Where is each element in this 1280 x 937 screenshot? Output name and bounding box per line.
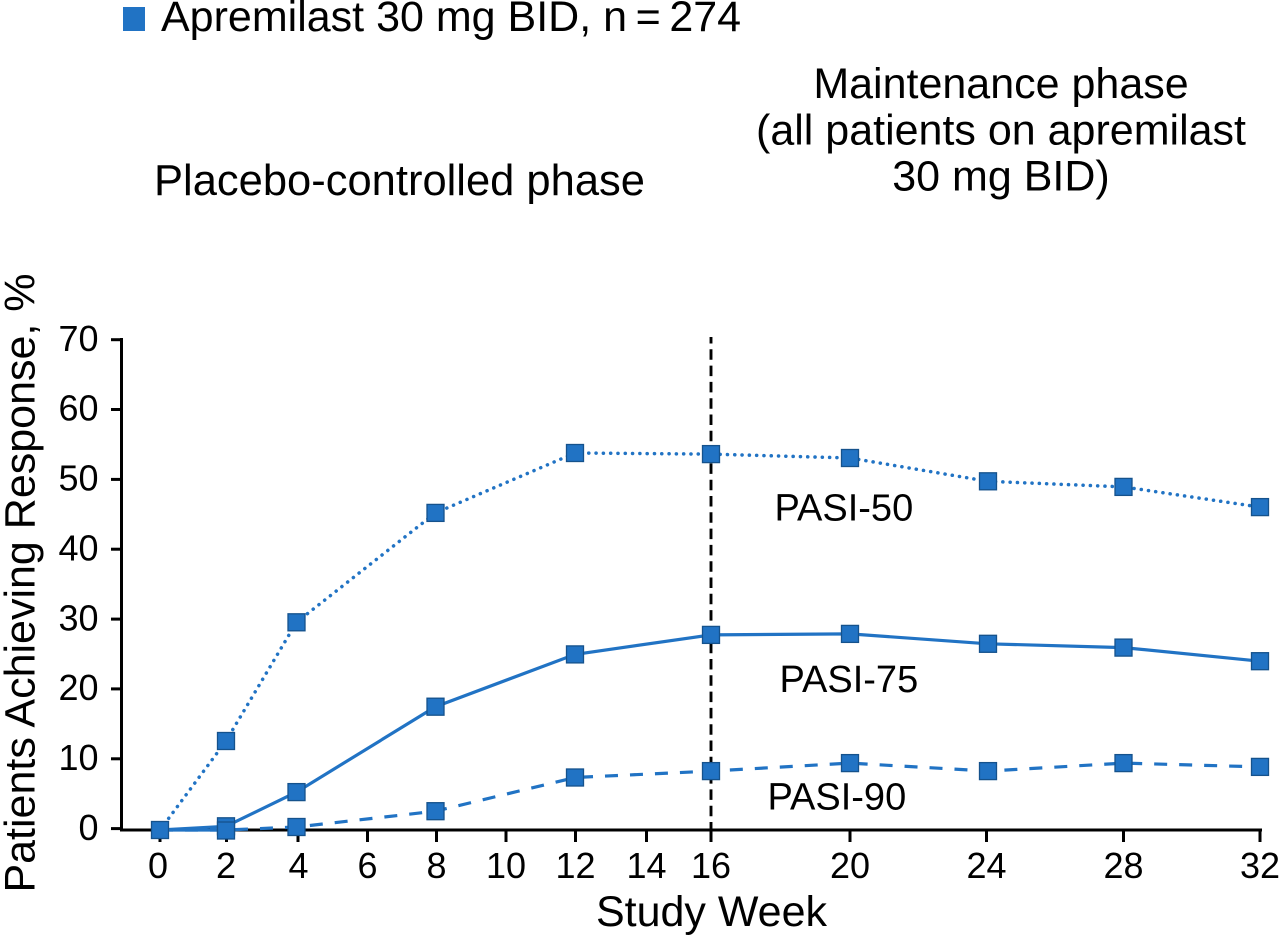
- svg-text:6: 6: [357, 845, 377, 886]
- svg-text:30 mg BID): 30 mg BID): [892, 153, 1109, 201]
- svg-text:0: 0: [78, 807, 98, 848]
- svg-text:40: 40: [58, 527, 98, 568]
- svg-text:4: 4: [288, 845, 308, 886]
- svg-text:20: 20: [830, 845, 870, 886]
- svg-text:Patients Achieving Response, %: Patients Achieving Response, %: [0, 273, 45, 892]
- svg-text:30: 30: [58, 597, 98, 638]
- svg-text:2: 2: [216, 845, 236, 886]
- svg-text:PASI-75: PASI-75: [780, 659, 919, 701]
- svg-text:(all patients on apremilast: (all patients on apremilast: [756, 107, 1246, 155]
- svg-text:20: 20: [58, 667, 98, 708]
- svg-text:Apremilast 30 mg BID, n = 274: Apremilast 30 mg BID, n = 274: [161, 0, 741, 41]
- svg-text:60: 60: [58, 388, 98, 429]
- svg-text:10: 10: [58, 737, 98, 778]
- svg-text:12: 12: [555, 845, 595, 886]
- svg-text:14: 14: [626, 845, 666, 886]
- svg-text:0: 0: [148, 845, 168, 886]
- svg-text:PASI-50: PASI-50: [775, 488, 914, 530]
- svg-text:50: 50: [58, 458, 98, 499]
- svg-text:Placebo-controlled phase: Placebo-controlled phase: [154, 157, 645, 205]
- svg-text:28: 28: [1103, 845, 1143, 886]
- svg-text:32: 32: [1240, 845, 1280, 886]
- svg-text:8: 8: [426, 845, 446, 886]
- svg-text:24: 24: [966, 845, 1006, 886]
- svg-text:10: 10: [486, 845, 526, 886]
- svg-text:70: 70: [58, 318, 98, 359]
- svg-text:PASI-90: PASI-90: [768, 777, 907, 819]
- svg-text:16: 16: [691, 845, 731, 886]
- svg-text:Study Week: Study Week: [596, 888, 828, 936]
- svg-text:Maintenance phase: Maintenance phase: [813, 60, 1188, 108]
